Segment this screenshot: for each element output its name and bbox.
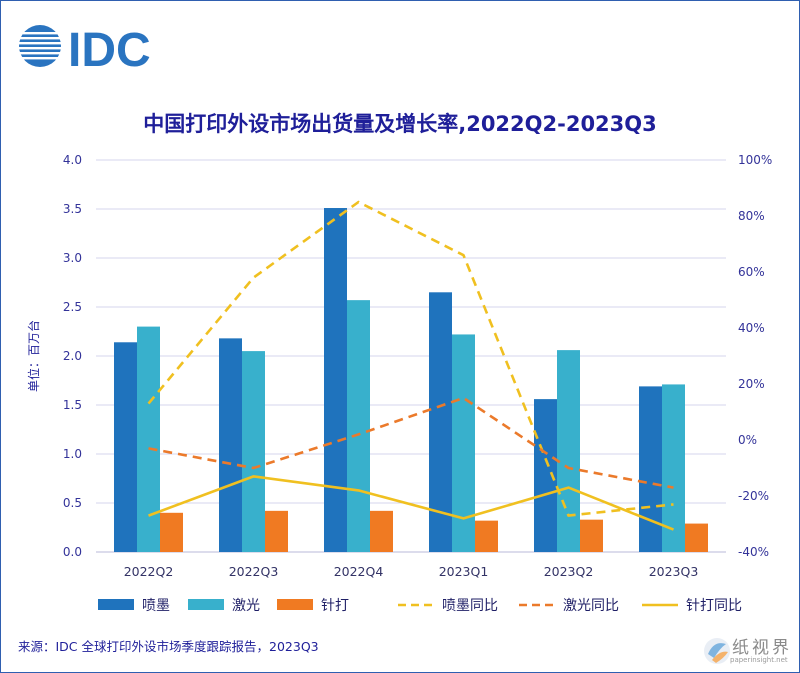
x-tick-label: 2023Q1 [439, 564, 489, 579]
bar-针打 [265, 510, 288, 552]
logo-text: IDC [68, 24, 151, 72]
bar-针打 [580, 519, 603, 552]
bar-针打 [370, 510, 393, 552]
bar-喷墨 [429, 292, 452, 552]
y-tick-label: 2.0 [63, 349, 82, 363]
y2-tick-label: 60% [738, 265, 765, 279]
y2-tick-label: -40% [738, 545, 769, 559]
y2-tick-label: 0% [738, 433, 757, 447]
bar-喷墨 [219, 338, 242, 552]
y2-tick-label: 20% [738, 377, 765, 391]
x-tick-label: 2022Q4 [334, 564, 384, 579]
y-tick-label: 0.0 [63, 545, 82, 559]
y2-tick-label: 100% [738, 153, 772, 167]
bar-激光 [347, 300, 370, 552]
bar-激光 [452, 334, 475, 552]
source-note: 来源：IDC 全球打印外设市场季度跟踪报告，2023Q3 [18, 639, 319, 654]
legend-label: 激光同比 [563, 597, 619, 614]
watermark-url: paperinsight.net [730, 656, 788, 664]
x-tick-label: 2023Q3 [649, 564, 699, 579]
bar-激光 [557, 350, 580, 552]
line-喷墨同比 [147, 200, 674, 517]
y-axis-label: 单位：百万台 [26, 320, 41, 392]
idc-logo: IDC [18, 24, 151, 72]
y-tick-label: 0.5 [63, 496, 82, 510]
x-tick-label: 2022Q2 [124, 564, 174, 579]
bar-激光 [242, 351, 265, 552]
line-激光同比 [148, 396, 674, 489]
x-tick-label: 2023Q2 [544, 564, 594, 579]
bar-激光 [662, 384, 685, 552]
bar-喷墨 [639, 386, 662, 552]
chart-title: 中国打印外设市场出货量及增长率,2022Q2-2023Q3 [143, 112, 657, 136]
bar-喷墨 [534, 399, 557, 552]
y2-tick-label: -20% [738, 489, 769, 503]
legend-label: 激光 [232, 597, 260, 614]
legend-label: 针打 [321, 597, 349, 614]
y2-tick-label: 80% [738, 209, 765, 223]
y-tick-label: 3.5 [63, 202, 82, 216]
y-tick-label: 1.0 [63, 447, 82, 461]
y-tick-label: 2.5 [63, 300, 82, 314]
bar-喷墨 [114, 342, 137, 552]
legend-swatch-激光 [188, 599, 224, 610]
bar-激光 [137, 326, 160, 552]
bar-针打 [685, 523, 708, 552]
chart-canvas: 0.0 0.5 1.0 1.5 2.0 2.5 3.0 3.5 4.0 -40% -20% 0% 20%… [26, 153, 772, 614]
legend-label: 喷墨同比 [442, 598, 498, 614]
watermark-text: 纸视界 [732, 638, 792, 658]
globe-icon [18, 25, 62, 67]
y-tick-label: 3.0 [63, 251, 82, 265]
x-tick-label: 2022Q3 [229, 564, 279, 579]
bar-针打 [475, 520, 498, 552]
legend-swatch-针打 [277, 599, 313, 610]
line-针打同比 [148, 475, 674, 531]
y2-tick-label: 40% [738, 321, 765, 335]
watermark-logo-icon [704, 638, 730, 664]
bar-针打 [160, 512, 183, 552]
legend-label: 针打同比 [686, 597, 742, 614]
legend-swatch-喷墨 [98, 599, 134, 610]
bar-喷墨 [324, 208, 347, 552]
y-tick-label: 4.0 [63, 153, 82, 167]
legend-label: 喷墨 [142, 598, 170, 614]
y-tick-label: 1.5 [63, 398, 82, 412]
